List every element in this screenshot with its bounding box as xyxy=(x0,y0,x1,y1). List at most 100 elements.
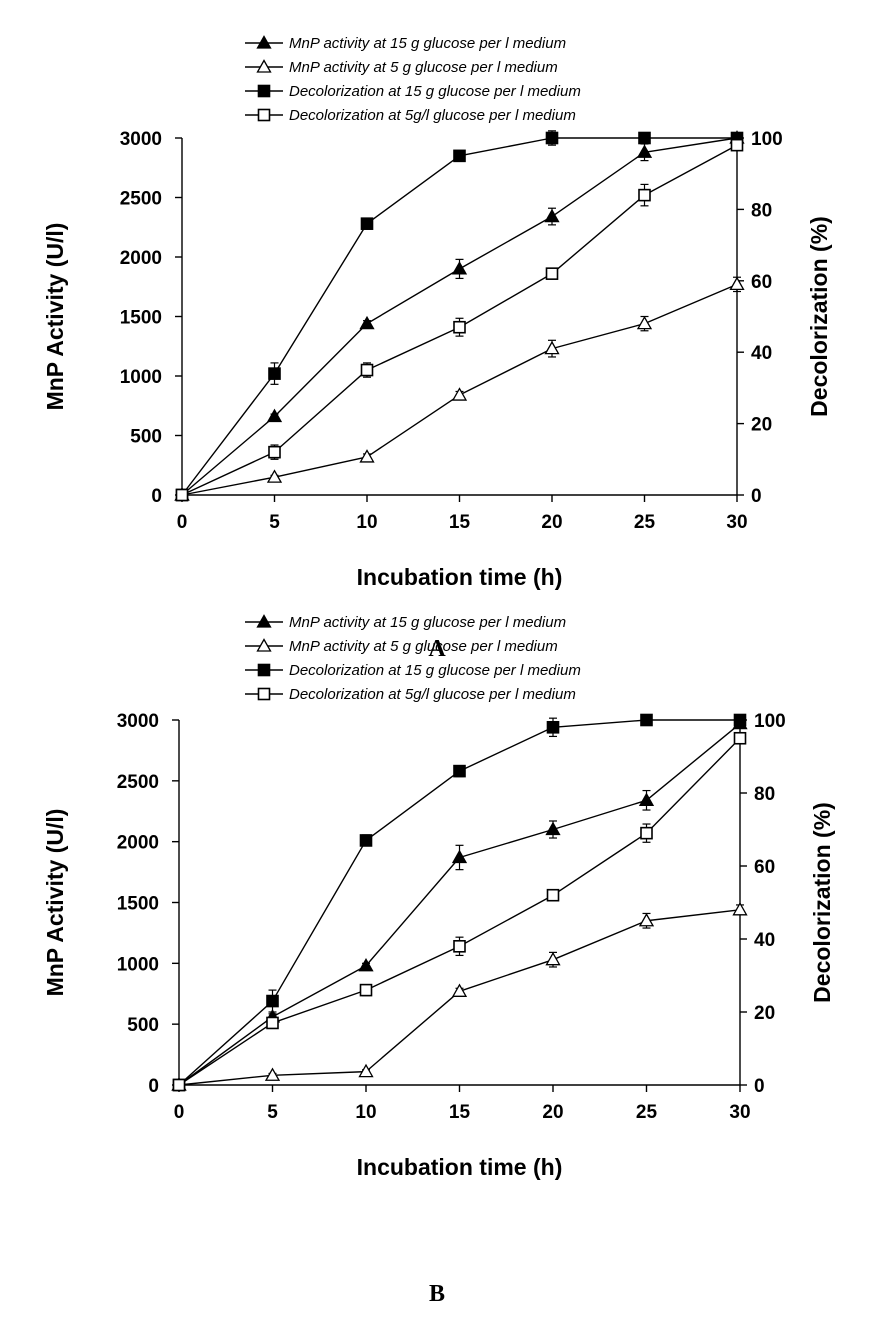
data-point xyxy=(733,731,747,745)
legend-item: MnP activity at 15 g glucose per l mediu… xyxy=(245,614,566,631)
x-tick-label: 25 xyxy=(636,1102,658,1123)
y2-tick-label: 80 xyxy=(751,200,772,221)
x-tick-label: 0 xyxy=(174,1102,185,1123)
data-point xyxy=(545,821,561,836)
data-point xyxy=(358,957,374,972)
data-point xyxy=(545,267,559,280)
data-point xyxy=(729,276,745,291)
legend-label: MnP activity at 15 g glucose per l mediu… xyxy=(289,35,566,52)
x-tick-label: 15 xyxy=(449,512,471,533)
data-point xyxy=(451,983,468,997)
y2-tick-label: 20 xyxy=(751,415,772,436)
legend-marker xyxy=(257,108,271,122)
y-tick-label: 0 xyxy=(151,486,162,507)
y2-tick-label: 20 xyxy=(754,1003,775,1024)
legend-item: Decolorization at 15 g glucose per l med… xyxy=(245,83,581,100)
data-point xyxy=(638,131,651,145)
series-3 xyxy=(172,731,747,1092)
series-1 xyxy=(174,276,745,501)
chart-panel-a: 0 5 10 15 20 25 300500100015002000250030000204… xyxy=(42,35,832,662)
y2-tick-label: 60 xyxy=(751,272,772,293)
x-tick-label: 5 xyxy=(269,512,280,533)
data-point xyxy=(266,408,283,423)
data-point xyxy=(453,320,466,334)
data-point xyxy=(640,713,653,727)
data-point xyxy=(359,983,373,997)
y-tick-label: 1500 xyxy=(120,308,162,329)
data-point xyxy=(546,888,560,902)
y-tick-label: 500 xyxy=(127,1015,159,1036)
data-point xyxy=(546,720,560,734)
series-line xyxy=(181,137,737,496)
legend-marker xyxy=(256,638,272,652)
series-line xyxy=(181,137,738,496)
legend-marker xyxy=(257,84,271,98)
legend-marker xyxy=(256,35,272,49)
x-tick-label: 20 xyxy=(541,512,562,533)
series-0 xyxy=(174,130,745,501)
x-axis-title: Incubation time (h) xyxy=(357,564,563,590)
data-point xyxy=(732,901,748,916)
y2-tick-label: 40 xyxy=(751,343,772,364)
y2-tick-label: 0 xyxy=(751,486,762,507)
data-point xyxy=(640,826,653,840)
data-point xyxy=(453,764,466,778)
x-tick-label: 10 xyxy=(356,512,377,533)
legend: MnP activity at 15 g glucose per l mediu… xyxy=(245,35,581,124)
data-point xyxy=(359,315,375,330)
legend-marker xyxy=(256,614,272,628)
legend-item: MnP activity at 5 g glucose per l medium xyxy=(245,59,558,76)
series-3 xyxy=(175,138,744,502)
series-2 xyxy=(175,130,744,502)
legend-marker xyxy=(257,687,271,701)
data-point xyxy=(359,449,375,463)
data-point xyxy=(360,217,374,230)
legend-label: Decolorization at 15 g glucose per l med… xyxy=(289,662,581,679)
legend-label: MnP activity at 5 g glucose per l medium xyxy=(289,638,558,655)
x-tick-label: 30 xyxy=(729,1102,750,1123)
data-point xyxy=(453,939,466,953)
data-point xyxy=(359,834,373,847)
y-tick-label: 1500 xyxy=(117,894,159,915)
data-point xyxy=(268,445,281,459)
legend-item: MnP activity at 15 g glucose per l mediu… xyxy=(245,35,566,52)
x-tick-label: 15 xyxy=(449,1102,471,1123)
legend-label: MnP activity at 5 g glucose per l medium xyxy=(289,59,558,76)
chart-panel-b: 0 5 10 15 20 25 300500100015002000250030000204… xyxy=(42,614,835,1307)
y-tick-label: 3000 xyxy=(120,129,162,150)
data-point xyxy=(636,144,653,158)
data-point xyxy=(175,488,189,502)
legend-item: Decolorization at 5g/l glucose per l med… xyxy=(245,686,576,703)
series-line xyxy=(178,909,741,1086)
data-point xyxy=(360,363,374,377)
x-axis-title: Incubation time (h) xyxy=(357,1154,563,1180)
y-tick-label: 3000 xyxy=(117,711,159,732)
data-point xyxy=(733,713,747,727)
legend-marker xyxy=(257,663,271,677)
y-axis-title: MnP Activity (U/l) xyxy=(42,809,68,997)
data-point xyxy=(266,1016,279,1030)
legend-marker xyxy=(256,59,272,73)
data-point xyxy=(636,315,653,330)
data-point xyxy=(544,208,560,223)
legend-item: MnP activity at 5 g glucose per l medium xyxy=(245,638,558,655)
y-tick-label: 1000 xyxy=(120,367,162,388)
data-point xyxy=(545,951,561,966)
data-point xyxy=(638,912,655,927)
y-tick-label: 0 xyxy=(148,1076,159,1097)
y-tick-label: 2500 xyxy=(117,772,159,793)
y2-tick-label: 60 xyxy=(754,857,775,878)
panel-label: B xyxy=(429,1281,445,1307)
legend-label: MnP activity at 15 g glucose per l mediu… xyxy=(289,614,566,631)
y2-tick-label: 0 xyxy=(754,1076,765,1097)
x-tick-label: 30 xyxy=(726,512,747,533)
data-point xyxy=(638,792,655,806)
y-tick-label: 2500 xyxy=(120,189,162,210)
x-tick-label: 25 xyxy=(634,512,656,533)
data-point xyxy=(268,367,281,380)
y-tick-label: 1000 xyxy=(117,954,159,975)
series-2 xyxy=(172,713,747,1092)
y2-axis-title: Decolorization (%) xyxy=(806,216,832,417)
legend-item: Decolorization at 15 g glucose per l med… xyxy=(245,662,581,679)
